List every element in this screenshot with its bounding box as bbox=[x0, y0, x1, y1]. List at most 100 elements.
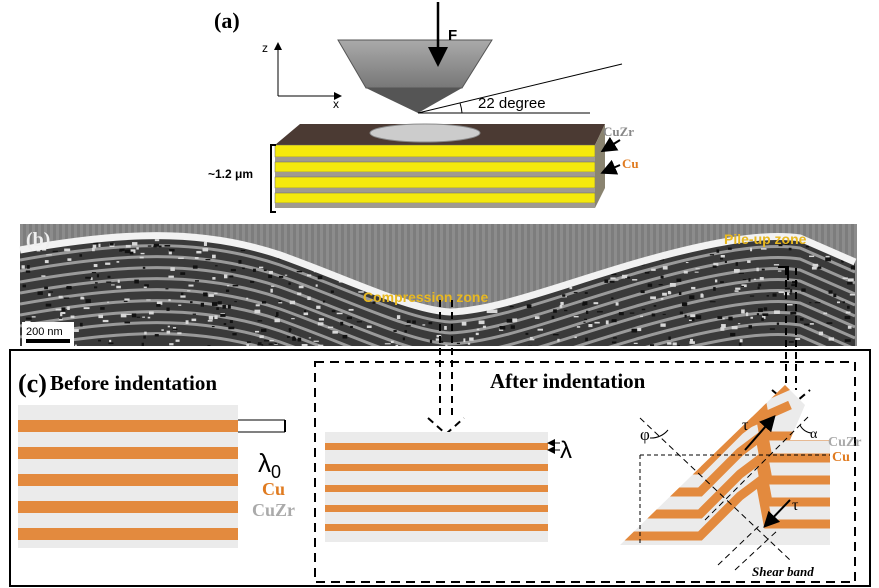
image-texture bbox=[328, 327, 333, 328]
image-texture bbox=[651, 269, 656, 271]
image-texture bbox=[553, 334, 559, 335]
image-texture bbox=[212, 255, 216, 259]
image-texture bbox=[734, 269, 740, 273]
image-texture bbox=[585, 338, 588, 341]
layers bbox=[275, 177, 595, 188]
zone-label: Pile-up zone bbox=[724, 231, 807, 247]
panel-label: (b) bbox=[26, 229, 50, 251]
image-texture bbox=[285, 275, 287, 276]
sheared-layers bbox=[600, 380, 840, 570]
image-texture bbox=[156, 304, 160, 307]
angle-label: φ bbox=[640, 425, 650, 444]
image-texture bbox=[804, 324, 809, 326]
image-texture bbox=[299, 286, 304, 289]
layers bbox=[275, 193, 595, 203]
image-texture bbox=[246, 298, 248, 300]
image-texture bbox=[85, 299, 90, 303]
image-texture bbox=[661, 298, 664, 300]
image-texture bbox=[538, 329, 543, 331]
image-texture bbox=[253, 269, 256, 272]
image-texture bbox=[723, 318, 725, 320]
image-texture bbox=[268, 275, 272, 278]
image-texture bbox=[332, 310, 336, 312]
image-texture bbox=[825, 257, 831, 261]
image-texture bbox=[121, 314, 127, 318]
image-texture bbox=[278, 302, 282, 303]
image-texture bbox=[720, 281, 724, 283]
image-texture bbox=[132, 242, 137, 245]
image-texture bbox=[168, 326, 170, 328]
image-texture bbox=[851, 266, 855, 270]
image-texture bbox=[670, 283, 676, 287]
image-texture bbox=[710, 254, 714, 255]
image-texture bbox=[148, 245, 152, 246]
imprint bbox=[370, 124, 480, 142]
image-texture bbox=[124, 298, 129, 300]
image-texture bbox=[314, 341, 319, 342]
image-texture bbox=[214, 315, 217, 319]
image-texture bbox=[226, 290, 229, 292]
image-texture bbox=[279, 276, 283, 278]
image-texture bbox=[246, 344, 249, 348]
image-texture bbox=[41, 275, 45, 276]
image-texture bbox=[269, 340, 273, 341]
image-texture bbox=[209, 316, 213, 320]
image-texture bbox=[777, 322, 779, 324]
image-texture bbox=[739, 273, 744, 274]
image-texture bbox=[809, 302, 811, 303]
pointer bbox=[604, 140, 620, 150]
image-texture bbox=[393, 330, 396, 332]
image-texture bbox=[773, 293, 777, 296]
image-texture bbox=[385, 343, 391, 344]
image-texture bbox=[396, 345, 399, 348]
image-texture bbox=[430, 340, 432, 343]
image-texture bbox=[193, 265, 198, 268]
image-texture bbox=[222, 305, 226, 309]
image-texture bbox=[610, 277, 615, 279]
image-texture bbox=[676, 279, 681, 282]
before-layers bbox=[18, 420, 238, 432]
wavelength-label: λ bbox=[560, 437, 572, 464]
image-texture bbox=[750, 248, 752, 252]
image-texture bbox=[739, 343, 742, 346]
indenter-tip bbox=[366, 88, 462, 113]
image-texture bbox=[747, 260, 751, 263]
image-texture bbox=[429, 322, 433, 324]
panel-label: (c) bbox=[18, 369, 47, 398]
image-texture bbox=[717, 316, 722, 319]
image-texture bbox=[758, 287, 760, 289]
image-texture bbox=[274, 319, 279, 323]
image-texture bbox=[309, 337, 311, 338]
image-texture bbox=[155, 334, 159, 336]
image-texture bbox=[789, 293, 792, 294]
image-texture bbox=[307, 296, 310, 300]
image-texture bbox=[107, 302, 109, 303]
image-texture bbox=[790, 289, 792, 292]
image-texture bbox=[347, 317, 352, 320]
image-texture bbox=[758, 284, 761, 287]
image-texture bbox=[809, 256, 814, 257]
after-layers bbox=[325, 524, 548, 531]
image-texture bbox=[668, 292, 671, 295]
image-texture bbox=[660, 323, 665, 326]
image-texture bbox=[212, 277, 215, 280]
image-texture bbox=[262, 301, 266, 303]
image-texture bbox=[767, 295, 769, 296]
image-texture bbox=[64, 297, 69, 298]
image-texture bbox=[177, 332, 181, 334]
panel-a: (a) z x F 22 degree ~1.2 μm CuZr Cu bbox=[208, 2, 639, 212]
image-texture bbox=[564, 310, 567, 311]
image-texture bbox=[560, 305, 563, 308]
image-texture bbox=[196, 251, 201, 254]
image-texture bbox=[367, 326, 372, 328]
angle-label: α bbox=[810, 427, 818, 442]
image-texture bbox=[23, 285, 26, 288]
image-texture bbox=[22, 265, 25, 268]
image-texture bbox=[477, 329, 479, 331]
image-texture bbox=[627, 277, 630, 279]
image-texture bbox=[26, 270, 30, 272]
image-texture bbox=[270, 289, 272, 293]
image-texture bbox=[304, 312, 309, 315]
image-texture bbox=[119, 249, 124, 252]
image-texture bbox=[552, 316, 555, 319]
